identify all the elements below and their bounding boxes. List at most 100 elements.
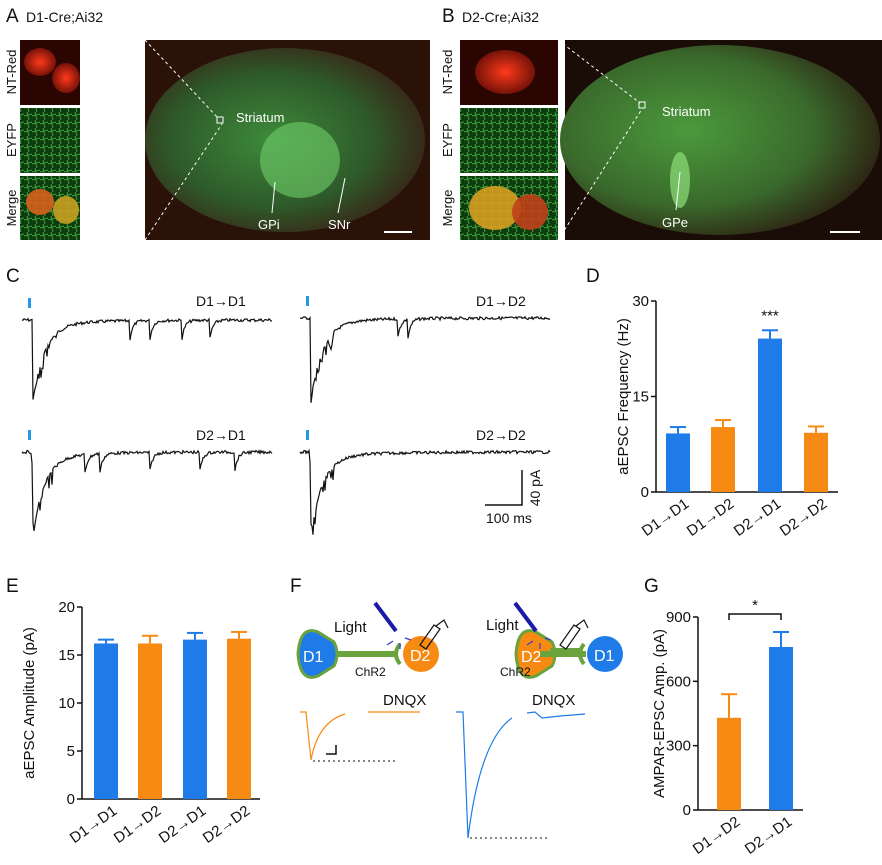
panel-letter: F [290,576,302,597]
cell-label: D1 [303,649,324,666]
electrode-icon [559,619,589,650]
light-fiber-icon [513,601,538,633]
y-tick-label: 10 [58,695,75,712]
bar [717,717,741,810]
panel-letter: E [6,576,19,597]
scale-x-label: 100 ms [486,510,532,526]
y-tick-label: 900 [666,609,691,626]
y-axis-label: aEPSC Amplitude (pA) [21,627,38,779]
cell-label: D2 [410,648,431,665]
row-label: EYFP [440,123,455,157]
bar [769,647,793,810]
y-axis-label: aEPSC Frequency (Hz) [615,318,632,475]
bar [711,427,735,492]
current-trace [300,315,551,403]
chr2-label: ChR2 [355,665,386,679]
light-stimulus-marker [306,296,309,306]
x-tick-label: D1→D1 [67,802,120,847]
y-tick-label: 15 [632,389,649,406]
region-label: Striatum [236,110,284,125]
scale-bar [326,745,337,755]
x-tick-label: D2→D1 [742,813,795,858]
panel-letter: G [644,576,659,597]
light-label: Light [486,617,519,634]
eyfp-image [20,108,80,173]
trace-label: D2→D2 [476,427,526,443]
y-tick-label: 5 [67,743,75,760]
y-tick-label: 30 [632,293,649,310]
x-tick-label: D2→D1 [731,495,784,540]
x-tick-label: D1→D2 [684,495,737,540]
chart-g: 0 300 600 900 AMPAR-EPSC Amp. (pA) D1→D2D2→D1… [651,597,803,858]
panel-a: A D1-Cre;Ai32 NT-Red EYFP Merge Striatum… [4,6,430,241]
trace-label: D2→D1 [196,427,246,443]
significance-marker: * [752,597,758,614]
panel-c: C D1→D1 D1→D2 D2→D1 D2→D2 40 pA 100 ms [6,266,551,535]
y-tick-label: 0 [67,791,75,808]
panel-letter: B [442,6,455,27]
panel-letter: C [6,266,20,287]
electrode-icon [419,619,449,650]
trace-label: D1→D1 [196,293,246,309]
bar [94,643,118,799]
row-label: EYFP [4,123,19,157]
y-tick-label: 15 [58,647,75,664]
trace-label: D1→D2 [476,293,526,309]
x-tick-label: D2→D2 [777,495,830,540]
y-tick-label: 0 [641,484,649,501]
bar [758,338,782,492]
bar [804,432,828,492]
panel-title: D1-Cre;Ai32 [26,9,103,25]
epsc-trace [300,711,346,761]
region-label: GPi [258,217,280,232]
significance-bracket [728,613,782,620]
panel-letter: D [586,266,600,287]
x-tick-label: D2→D1 [156,802,209,847]
schematic-right: D2 D1 Light ChR2 DNQX [486,601,623,709]
row-label: NT-Red [4,50,19,95]
bar [183,639,207,799]
cell-label: D2 [521,649,542,666]
dnqx-trace [526,711,586,719]
schematic-left: D1 D2 Light ChR2 DNQX [296,601,449,709]
panel-f: F D1 D2 Light ChR2 DNQX D2 [290,576,623,839]
current-trace [21,317,273,400]
row-label: NT-Red [440,50,455,95]
eyfp-image [460,108,558,173]
row-label: Merge [440,190,455,227]
panel-b: B D2-Cre;Ai32 NT-Red EYFP Merge Striatum… [440,6,882,241]
light-fiber-icon [373,601,398,633]
scale-bar [485,470,523,506]
y-tick-label: 300 [666,738,691,755]
light-stimulus-marker [28,430,31,440]
light-stimulus-marker [28,298,31,308]
y-tick-label: 0 [683,802,691,819]
dnqx-label: DNQX [532,692,575,709]
panel-title: D2-Cre;Ai32 [462,9,539,25]
bar [666,433,690,492]
x-tick-label: D1→D1 [639,495,692,540]
region-label: Striatum [662,104,710,119]
x-tick-label: D1→D2 [111,802,164,847]
chr2-label: ChR2 [500,665,531,679]
row-label: Merge [4,190,19,227]
bar [227,638,251,799]
light-label: Light [334,619,367,636]
epsc-trace [456,711,513,839]
region-label: SNr [328,217,351,232]
dnqx-label: DNQX [383,692,426,709]
significance-marker: *** [761,307,779,324]
light-stimulus-marker [306,430,309,440]
x-tick-label: D1→D2 [690,813,743,858]
x-tick-label: D2→D2 [200,802,253,847]
cell-label: D1 [594,648,615,665]
y-axis-label: AMPAR-EPSC Amp. (pA) [651,629,668,798]
panel-letter: A [6,6,19,27]
current-trace [299,448,551,535]
current-trace [21,449,273,531]
y-tick-label: 20 [58,599,75,616]
